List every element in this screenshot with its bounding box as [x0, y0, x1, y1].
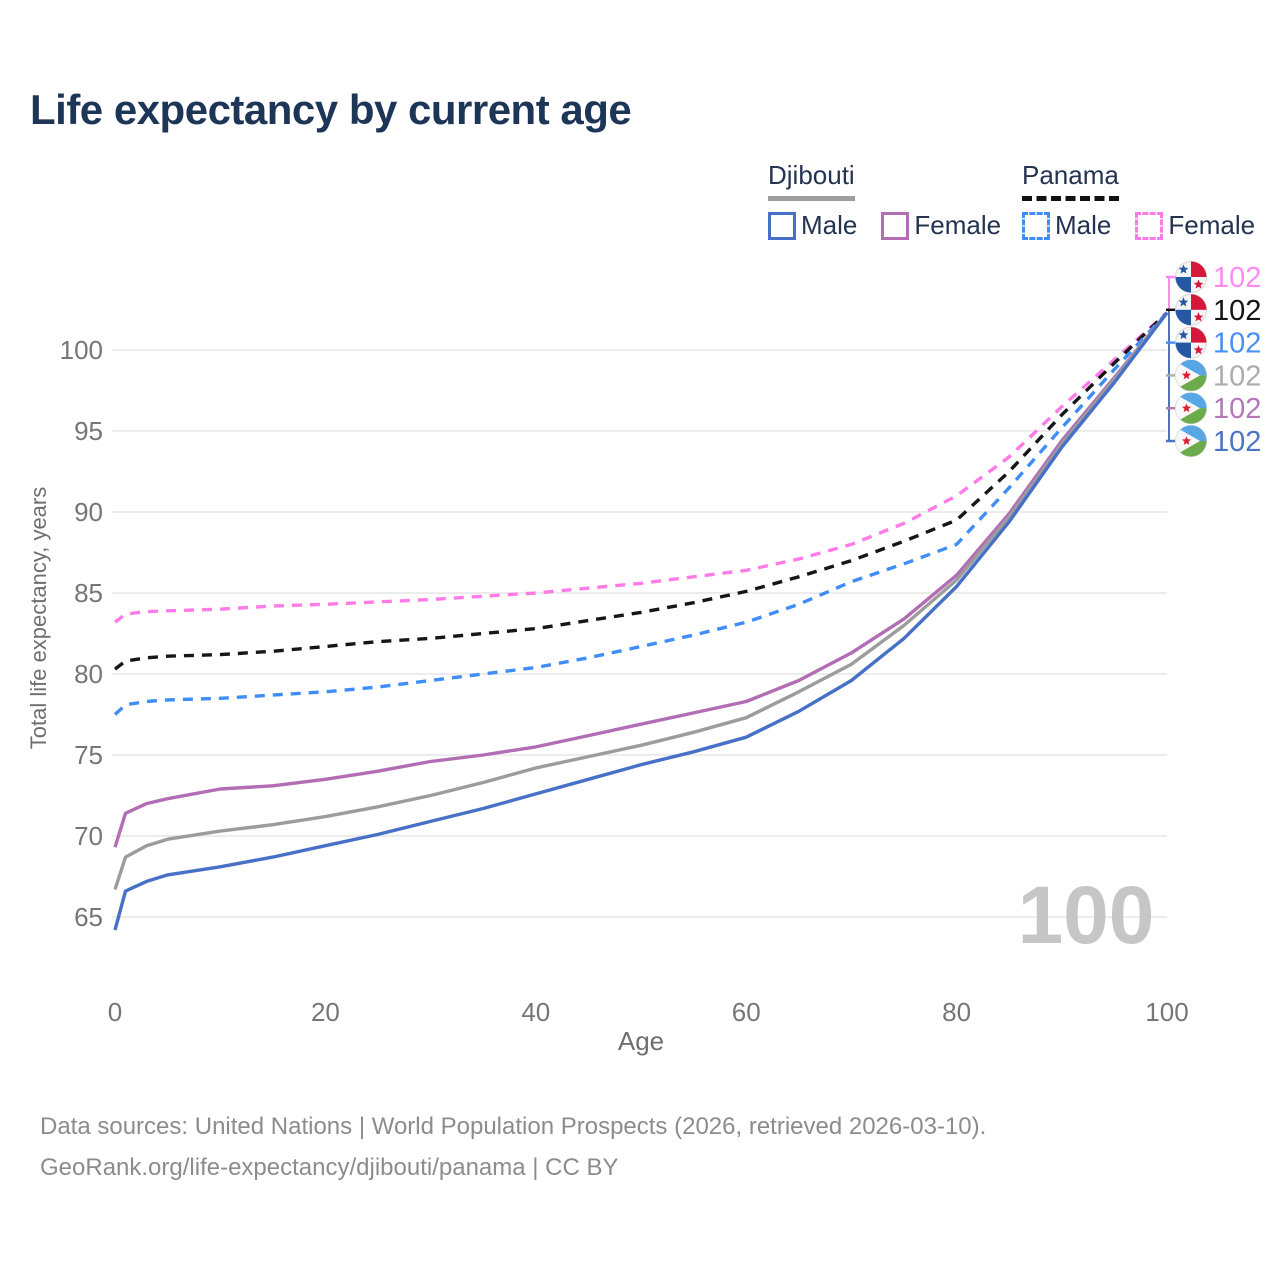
- y-tick-label: 90: [74, 497, 103, 527]
- data-sources-line: Data sources: United Nations | World Pop…: [40, 1113, 987, 1140]
- license-line: GeoRank.org/life-expectancy/djibouti/pan…: [40, 1154, 619, 1181]
- x-tick-label: 0: [108, 997, 122, 1027]
- panama-female-swatch-icon: [1135, 211, 1164, 240]
- panama-male-swatch-icon: [1022, 211, 1050, 240]
- age-watermark: 100: [1018, 870, 1155, 961]
- panama-flag-icon: [1175, 261, 1207, 293]
- y-tick-label: 95: [74, 416, 103, 446]
- x-tick-label: 60: [732, 997, 761, 1027]
- y-tick-label: 70: [74, 821, 103, 851]
- legend-label: Female: [1168, 210, 1256, 240]
- legend-header-panama: Panama: [1022, 160, 1119, 201]
- series-line-djibouti-female: [113, 311, 1169, 848]
- x-tick-label: 20: [311, 997, 340, 1027]
- djibouti-flag-icon: [1175, 359, 1207, 392]
- end-value-label: 102: [1213, 426, 1261, 458]
- series-line-panama-both: [113, 311, 1169, 671]
- y-tick-label: 80: [74, 659, 103, 689]
- legend-header-djibouti: Djibouti: [768, 160, 855, 201]
- panama-flag-icon: [1175, 293, 1207, 326]
- legend-label: Female: [914, 210, 1002, 240]
- djibouti-male-swatch-icon: [768, 211, 796, 240]
- series-line-djibouti-both: [113, 311, 1169, 891]
- x-axis-title: Age: [618, 1026, 664, 1056]
- legend-label: Male: [801, 210, 858, 240]
- y-axis-title: Total life expectancy, years: [26, 487, 51, 750]
- djibouti-flag-icon: [1175, 425, 1207, 457]
- legend-label: Male: [1055, 210, 1112, 240]
- series-line-djibouti-male: [113, 311, 1169, 931]
- series-line-panama-female: [113, 311, 1169, 624]
- panama-flag-icon: [1175, 326, 1207, 359]
- djibouti-female-swatch-icon: [881, 211, 910, 240]
- series-line-panama-male: [113, 311, 1169, 716]
- legend-group-djibouti: Djibouti Male Female: [768, 160, 1025, 241]
- source-attribution: Data sources: United Nations | World Pop…: [40, 1106, 986, 1188]
- end-value-label: 102: [1213, 328, 1261, 360]
- legend-item-panama-male: Male: [1022, 210, 1111, 241]
- djibouti-flag-icon: [1175, 392, 1207, 425]
- legend-item-panama-female: Female: [1135, 210, 1255, 241]
- end-value-label: 102: [1213, 295, 1261, 327]
- y-tick-label: 75: [74, 740, 103, 770]
- x-tick-label: 80: [942, 997, 971, 1027]
- legend-group-panama: Panama Male Female: [1022, 160, 1279, 241]
- end-value-label: 102: [1213, 262, 1261, 294]
- legend-item-djibouti-female: Female: [881, 210, 1001, 241]
- y-tick-label: 85: [74, 578, 103, 608]
- end-value-label: 102: [1213, 393, 1261, 425]
- page-title: Life expectancy by current age: [30, 86, 632, 133]
- x-tick-label: 40: [521, 997, 550, 1027]
- legend-item-djibouti-male: Male: [768, 210, 857, 241]
- x-tick-label: 100: [1145, 997, 1188, 1027]
- y-tick-label: 100: [60, 335, 103, 365]
- y-tick-label: 65: [74, 902, 103, 932]
- end-value-label: 102: [1213, 360, 1261, 392]
